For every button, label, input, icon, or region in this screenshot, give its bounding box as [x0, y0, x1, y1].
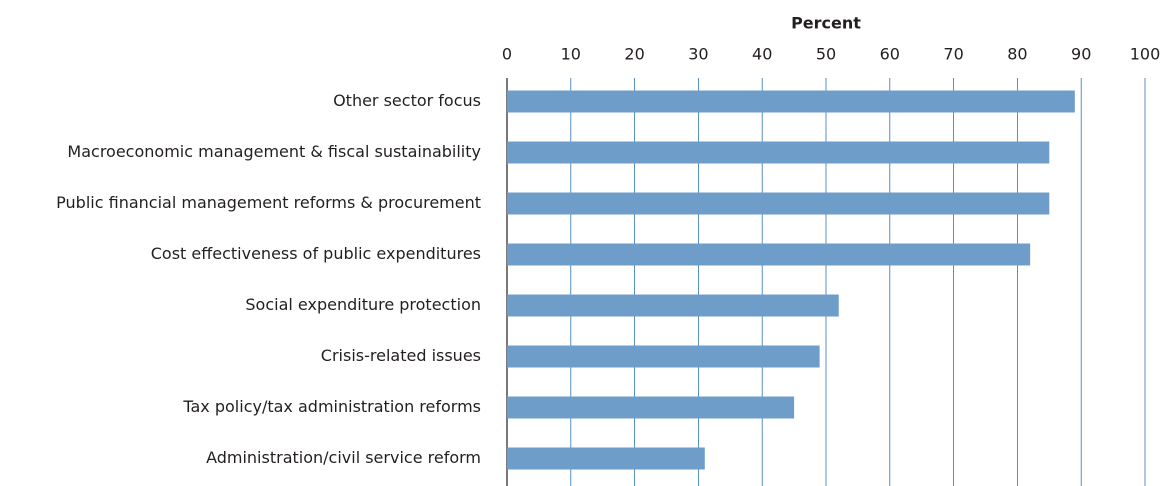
category-label: Other sector focus: [333, 91, 481, 110]
category-label: Cost effectiveness of public expenditure…: [151, 244, 481, 263]
x-tick-label: 0: [502, 45, 512, 64]
category-label: Tax policy/tax administration reforms: [182, 397, 481, 416]
category-label: Public financial management reforms & pr…: [56, 193, 481, 212]
bar: [507, 447, 705, 470]
x-tick-label: 100: [1130, 45, 1161, 64]
x-tick-label: 40: [752, 45, 772, 64]
axis-title: Percent: [791, 14, 861, 33]
category-label: Administration/civil service reform: [206, 448, 481, 467]
bar: [507, 141, 1050, 164]
x-tick-label: 70: [943, 45, 963, 64]
bar: [507, 396, 795, 419]
x-tick-label: 20: [624, 45, 644, 64]
bar: [507, 192, 1050, 215]
x-tick-label: 90: [1071, 45, 1091, 64]
bar: [507, 294, 839, 317]
x-tick-label: 80: [1007, 45, 1027, 64]
x-tick-label: 30: [688, 45, 708, 64]
category-label: Social expenditure protection: [245, 295, 481, 314]
bar: [507, 90, 1075, 113]
x-tick-label: 10: [561, 45, 581, 64]
x-tick-label: 50: [816, 45, 836, 64]
category-label: Crisis-related issues: [321, 346, 481, 365]
bar: [507, 243, 1031, 266]
category-label: Macroeconomic management & fiscal sustai…: [67, 142, 481, 161]
bar: [507, 345, 820, 368]
x-tick-label: 60: [880, 45, 900, 64]
